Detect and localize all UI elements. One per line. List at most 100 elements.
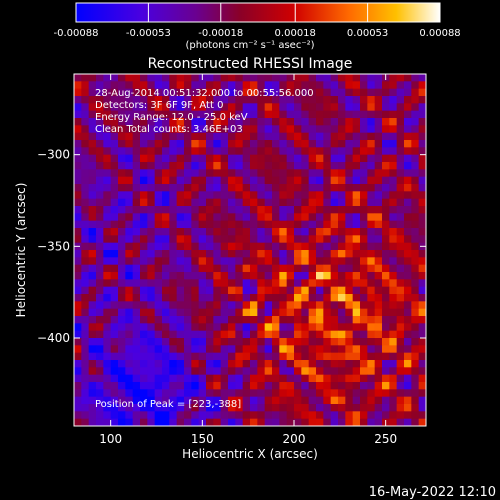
heatmap-cell [338,396,346,405]
heatmap-cell [250,264,258,273]
heatmap-cell [382,147,390,156]
heatmap-cell [235,132,244,141]
heatmap-cell [198,213,207,222]
heatmap-cell [162,338,170,346]
heatmap-cell [169,308,178,317]
heatmap-cell [118,235,126,244]
heatmap-cell [418,279,426,288]
heatmap-cell [301,389,310,398]
heatmap-cell [235,154,244,163]
heatmap-cell [125,308,134,317]
heatmap-cell [316,360,324,368]
heatmap-cell [389,279,398,288]
heatmap-cell [301,360,310,368]
heatmap-cell [125,191,134,200]
heatmap-cell [345,140,354,148]
heatmap-cell [418,323,426,332]
heatmap-cell [272,352,280,361]
heatmap-cell [213,81,222,90]
heatmap-cell [257,411,266,420]
heatmap-cell [162,294,170,302]
heatmap-cell [382,206,390,214]
heatmap-cell [374,257,383,266]
heatmap-cell [250,176,258,185]
heatmap-cell [389,272,398,280]
heatmap-cell [88,184,97,192]
heatmap-cell [286,308,295,317]
heatmap-cell [286,118,295,126]
heatmap-cell [191,294,200,302]
heatmap-cell [118,74,126,82]
heatmap-cell [352,301,361,310]
heatmap-cell [206,389,214,398]
heatmap-cell [404,162,412,170]
heatmap-cell [279,411,288,420]
heatmap-cell [367,367,376,376]
heatmap-cell [74,81,82,90]
heatmap-cell [74,125,82,134]
heatmap-cell [154,206,163,214]
heatmap-cell [110,118,119,126]
heatmap-cell [257,191,266,200]
heatmap-cell [228,308,236,317]
heatmap-cell [220,250,229,258]
heatmap-cell [220,103,229,112]
heatmap-cell [184,323,192,332]
heatmap-cell [118,88,126,97]
heatmap-cell [103,213,112,222]
heatmap-cell [250,294,258,302]
heatmap-cell [352,294,361,302]
heatmap-cell [184,396,192,405]
heatmap-cell [338,279,346,288]
heatmap-cell [74,235,82,244]
heatmap-cell [330,81,339,90]
heatmap-cell [250,88,258,97]
heatmap-cell [367,257,376,266]
heatmap-cell [206,228,214,236]
heatmap-cell [132,74,141,82]
heatmap-cell [96,242,104,251]
heatmap-cell [96,169,104,178]
heatmap-cell [360,330,368,339]
heatmap-cell [389,418,398,426]
heatmap-cell [279,184,288,192]
heatmap-cell [367,103,376,112]
heatmap-cell [374,338,383,346]
heatmap-cell [103,360,112,368]
heatmap-cell [132,257,141,266]
heatmap-cell [404,330,412,339]
heatmap-cell [206,286,214,295]
heatmap-cell [367,389,376,398]
heatmap-cell [191,316,200,324]
heatmap-cell [404,279,412,288]
heatmap-cell [96,411,104,420]
heatmap-cell [169,404,178,412]
heatmap-cell [154,169,163,178]
heatmap-cell [110,220,119,229]
heatmap-cell [316,88,324,97]
heatmap-cell [374,103,383,112]
heatmap-cell [345,96,354,104]
heatmap-cell [154,154,163,163]
heatmap-cell [323,110,332,119]
heatmap-cell [213,184,222,192]
heatmap-cell [396,330,405,339]
heatmap-cell [162,323,170,332]
heatmap-cell [257,213,266,222]
heatmap-cell [294,338,302,346]
heatmap-cell [147,96,156,104]
heatmap-cell [352,338,361,346]
heatmap-cell [118,308,126,317]
heatmap-cell [301,374,310,383]
heatmap-cell [235,125,244,134]
heatmap-cell [352,198,361,207]
heatmap-cell [198,88,207,97]
heatmap-cell [206,74,214,82]
heatmap-cell [213,250,222,258]
heatmap-cell [154,96,163,104]
heatmap-cell [250,301,258,310]
heatmap-cell [418,257,426,266]
heatmap-cell [118,169,126,178]
heatmap-cell [352,330,361,339]
heatmap-cell [418,110,426,119]
